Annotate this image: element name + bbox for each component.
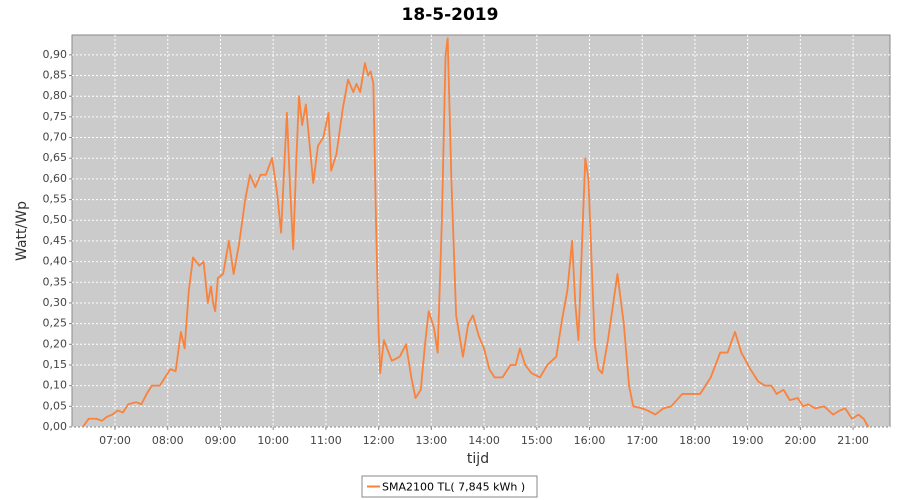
y-tick-label: 0,50 bbox=[43, 213, 68, 226]
chart-title: 18-5-2019 bbox=[402, 5, 499, 25]
x-tick-label: 09:00 bbox=[205, 434, 237, 447]
y-tick-label: 0,80 bbox=[43, 89, 68, 102]
y-tick-label: 0,40 bbox=[43, 255, 68, 268]
y-tick-label: 0,20 bbox=[43, 337, 68, 350]
y-tick-label: 0,90 bbox=[43, 48, 68, 61]
x-tick-label: 11:00 bbox=[310, 434, 342, 447]
x-tick-label: 10:00 bbox=[257, 434, 289, 447]
y-tick-label: 0,30 bbox=[43, 296, 68, 309]
y-tick-label: 0,65 bbox=[43, 151, 68, 164]
x-tick-label: 20:00 bbox=[785, 434, 817, 447]
y-tick-label: 0,45 bbox=[43, 234, 68, 247]
y-tick-label: 0,00 bbox=[43, 420, 68, 433]
x-tick-label: 14:00 bbox=[468, 434, 500, 447]
y-tick-label: 0,85 bbox=[43, 69, 68, 82]
x-tick-label: 21:00 bbox=[837, 434, 869, 447]
x-tick-label: 19:00 bbox=[732, 434, 764, 447]
x-tick-label: 17:00 bbox=[626, 434, 658, 447]
x-tick-label: 07:00 bbox=[99, 434, 131, 447]
x-tick-label: 12:00 bbox=[363, 434, 395, 447]
x-tick-label: 13:00 bbox=[415, 434, 447, 447]
y-tick-label: 0,10 bbox=[43, 379, 68, 392]
x-tick-label: 08:00 bbox=[152, 434, 184, 447]
y-tick-label: 0,05 bbox=[43, 399, 68, 412]
data-line bbox=[82, 37, 870, 428]
y-tick-label: 0,25 bbox=[43, 317, 68, 330]
x-axis-label: tijd bbox=[467, 451, 489, 467]
x-tick-label: 18:00 bbox=[679, 434, 711, 447]
y-tick-label: 0,55 bbox=[43, 193, 68, 206]
y-tick-label: 0,75 bbox=[43, 110, 68, 123]
y-tick-label: 0,60 bbox=[43, 172, 68, 185]
legend-box bbox=[361, 475, 538, 498]
x-tick-label: 16:00 bbox=[574, 434, 606, 447]
y-tick-label: 0,70 bbox=[43, 131, 68, 144]
legend-label: SMA2100 TL( 7,845 kWh ) bbox=[382, 481, 525, 494]
plot-area bbox=[71, 34, 891, 428]
y-axis-label: Watt/Wp bbox=[14, 201, 30, 261]
y-tick-label: 0,35 bbox=[43, 275, 68, 288]
x-tick-label: 15:00 bbox=[521, 434, 553, 447]
y-tick-label: 0,15 bbox=[43, 358, 68, 371]
